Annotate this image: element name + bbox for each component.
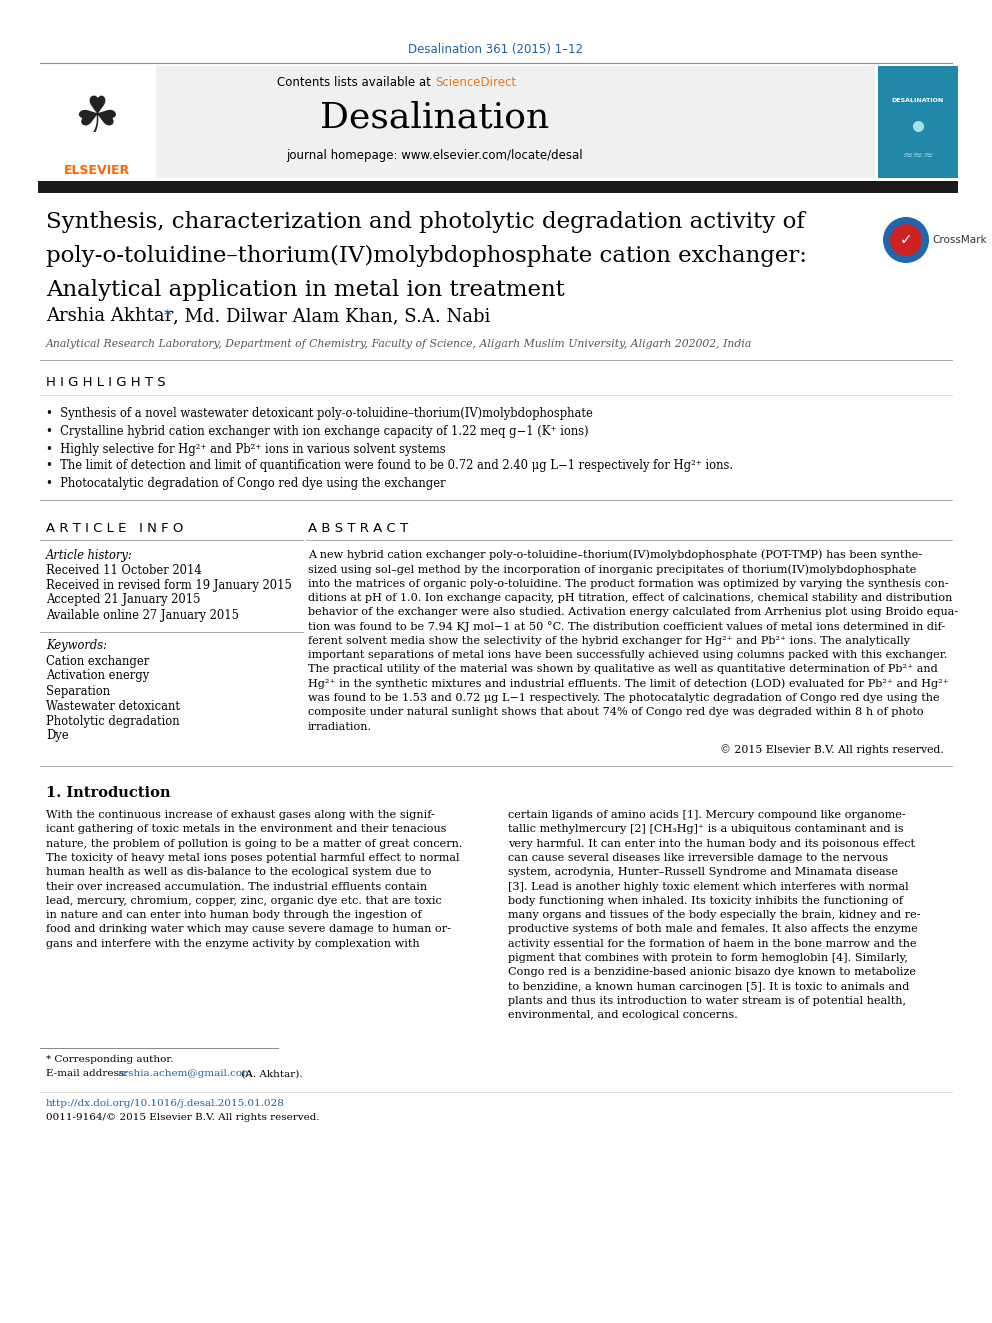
Text: Arshia Akhtar: Arshia Akhtar: [46, 307, 179, 325]
Text: irradiation.: irradiation.: [308, 721, 372, 732]
Text: , Md. Dilwar Alam Khan, S.A. Nabi: , Md. Dilwar Alam Khan, S.A. Nabi: [173, 307, 490, 325]
Text: A new hybrid cation exchanger poly-o-toluidine–thorium(IV)molybdophosphate (POT-: A new hybrid cation exchanger poly-o-tol…: [308, 550, 923, 560]
Text: Dye: Dye: [46, 729, 68, 742]
Text: environmental, and ecological concerns.: environmental, and ecological concerns.: [508, 1011, 738, 1020]
Text: H I G H L I G H T S: H I G H L I G H T S: [46, 376, 166, 389]
Text: Separation: Separation: [46, 684, 110, 697]
Text: tallic methylmercury [2] [CH₃Hg]⁺ is a ubiquitous contaminant and is: tallic methylmercury [2] [CH₃Hg]⁺ is a u…: [508, 824, 904, 835]
Text: very harmful. It can enter into the human body and its poisonous effect: very harmful. It can enter into the huma…: [508, 839, 915, 848]
Text: Received in revised form 19 January 2015: Received in revised form 19 January 2015: [46, 578, 292, 591]
Text: gans and interfere with the enzyme activity by complexation with: gans and interfere with the enzyme activ…: [46, 939, 420, 949]
Text: important separations of metal ions have been successfully achieved using column: important separations of metal ions have…: [308, 650, 947, 660]
Text: •  Synthesis of a novel wastewater detoxicant poly-o-toluidine–thorium(IV)molybd: • Synthesis of a novel wastewater detoxi…: [46, 407, 593, 421]
Text: Accepted 21 January 2015: Accepted 21 January 2015: [46, 594, 200, 606]
Text: CrossMark: CrossMark: [932, 235, 987, 245]
Text: human health as well as dis-balance to the ecological system due to: human health as well as dis-balance to t…: [46, 867, 432, 877]
Text: Article history:: Article history:: [46, 549, 133, 561]
Text: (A. Akhtar).: (A. Akhtar).: [238, 1069, 303, 1078]
Text: *: *: [164, 310, 172, 323]
Text: activity essential for the formation of haem in the bone marrow and the: activity essential for the formation of …: [508, 939, 917, 949]
Text: The practical utility of the material was shown by qualitative as well as quanti: The practical utility of the material wa…: [308, 664, 937, 675]
Text: ferent solvent media show the selectivity of the hybrid exchanger for Hg²⁺ and P: ferent solvent media show the selectivit…: [308, 636, 910, 646]
Text: Activation energy: Activation energy: [46, 669, 149, 683]
Text: Photolytic degradation: Photolytic degradation: [46, 714, 180, 728]
Text: 0011-9164/© 2015 Elsevier B.V. All rights reserved.: 0011-9164/© 2015 Elsevier B.V. All right…: [46, 1114, 319, 1122]
Circle shape: [890, 224, 922, 255]
Text: ≈≈≈: ≈≈≈: [903, 148, 933, 161]
Text: pigment that combines with protein to form hemoglobin [4]. Similarly,: pigment that combines with protein to fo…: [508, 953, 908, 963]
Text: 1. Introduction: 1. Introduction: [46, 786, 171, 800]
Text: © 2015 Elsevier B.V. All rights reserved.: © 2015 Elsevier B.V. All rights reserved…: [720, 745, 944, 755]
Text: With the continuous increase of exhaust gases along with the signif-: With the continuous increase of exhaust …: [46, 810, 434, 820]
Text: sized using sol–gel method by the incorporation of inorganic precipitates of tho: sized using sol–gel method by the incorp…: [308, 564, 917, 574]
Text: [3]. Lead is another highly toxic element which interferes with normal: [3]. Lead is another highly toxic elemen…: [508, 881, 909, 892]
Text: arshia.achem@gmail.com: arshia.achem@gmail.com: [118, 1069, 253, 1078]
Text: Received 11 October 2014: Received 11 October 2014: [46, 564, 201, 577]
Text: can cause several diseases like irreversible damage to the nervous: can cause several diseases like irrevers…: [508, 853, 888, 863]
Text: ✓: ✓: [900, 233, 913, 247]
Text: Analytical Research Laboratory, Department of Chemistry, Faculty of Science, Ali: Analytical Research Laboratory, Departme…: [46, 339, 752, 349]
Text: poly-o-toluidine–thorium(IV)molybdophosphate cation exchanger:: poly-o-toluidine–thorium(IV)molybdophosp…: [46, 245, 807, 267]
Text: Keywords:: Keywords:: [46, 639, 107, 652]
Circle shape: [883, 217, 929, 263]
Text: ☘: ☘: [74, 94, 119, 142]
Text: E-mail address:: E-mail address:: [46, 1069, 131, 1078]
Text: Cation exchanger: Cation exchanger: [46, 655, 149, 668]
FancyBboxPatch shape: [878, 66, 958, 179]
Text: journal homepage: www.elsevier.com/locate/desal: journal homepage: www.elsevier.com/locat…: [287, 149, 583, 163]
Text: in nature and can enter into human body through the ingestion of: in nature and can enter into human body …: [46, 910, 422, 919]
FancyBboxPatch shape: [38, 66, 156, 179]
Text: many organs and tissues of the body especially the brain, kidney and re-: many organs and tissues of the body espe…: [508, 910, 921, 919]
Text: DESALINATION: DESALINATION: [892, 98, 944, 102]
Text: Contents lists available at: Contents lists available at: [278, 77, 435, 90]
Text: tion was found to be 7.94 KJ mol−1 at 50 °C. The distribution coefficient values: tion was found to be 7.94 KJ mol−1 at 50…: [308, 620, 945, 632]
Text: system, acrodynia, Hunter–Russell Syndrome and Minamata disease: system, acrodynia, Hunter–Russell Syndro…: [508, 867, 898, 877]
FancyBboxPatch shape: [38, 181, 958, 193]
Text: The toxicity of heavy metal ions poses potential harmful effect to normal: The toxicity of heavy metal ions poses p…: [46, 853, 459, 863]
Text: Hg²⁺ in the synthetic mixtures and industrial effluents. The limit of detection : Hg²⁺ in the synthetic mixtures and indus…: [308, 679, 948, 689]
Text: body functioning when inhaled. Its toxicity inhibits the functioning of: body functioning when inhaled. Its toxic…: [508, 896, 903, 906]
Text: •  Crystalline hybrid cation exchanger with ion exchange capacity of 1.22 meq g−: • Crystalline hybrid cation exchanger wi…: [46, 426, 588, 438]
Text: plants and thus its introduction to water stream is of potential health,: plants and thus its introduction to wate…: [508, 996, 906, 1005]
Text: ScienceDirect: ScienceDirect: [435, 77, 516, 90]
Text: composite under natural sunlight shows that about 74% of Congo red dye was degra: composite under natural sunlight shows t…: [308, 708, 924, 717]
Text: A B S T R A C T: A B S T R A C T: [308, 521, 408, 534]
Text: behavior of the exchanger were also studied. Activation energy calculated from A: behavior of the exchanger were also stud…: [308, 607, 958, 618]
Text: Analytical application in metal ion treatment: Analytical application in metal ion trea…: [46, 279, 564, 302]
Text: food and drinking water which may cause severe damage to human or-: food and drinking water which may cause …: [46, 925, 451, 934]
Text: their over increased accumulation. The industrial effluents contain: their over increased accumulation. The i…: [46, 881, 428, 892]
Text: to benzidine, a known human carcinogen [5]. It is toxic to animals and: to benzidine, a known human carcinogen […: [508, 982, 910, 992]
Text: Synthesis, characterization and photolytic degradation activity of: Synthesis, characterization and photolyt…: [46, 210, 805, 233]
Text: •  The limit of detection and limit of quantification were found to be 0.72 and : • The limit of detection and limit of qu…: [46, 459, 733, 472]
Text: nature, the problem of pollution is going to be a matter of great concern.: nature, the problem of pollution is goin…: [46, 839, 462, 848]
Text: ditions at pH of 1.0. Ion exchange capacity, pH titration, effect of calcination: ditions at pH of 1.0. Ion exchange capac…: [308, 593, 952, 603]
Text: •  Highly selective for Hg²⁺ and Pb²⁺ ions in various solvent systems: • Highly selective for Hg²⁺ and Pb²⁺ ion…: [46, 443, 445, 456]
Text: Available online 27 January 2015: Available online 27 January 2015: [46, 609, 239, 622]
Text: Wastewater detoxicant: Wastewater detoxicant: [46, 700, 180, 713]
Text: icant gathering of toxic metals in the environment and their tenacious: icant gathering of toxic metals in the e…: [46, 824, 446, 835]
Text: productive systems of both male and females. It also affects the enzyme: productive systems of both male and fema…: [508, 925, 918, 934]
Text: certain ligands of amino acids [1]. Mercury compound like organome-: certain ligands of amino acids [1]. Merc…: [508, 810, 906, 820]
Text: Desalination 361 (2015) 1–12: Desalination 361 (2015) 1–12: [409, 44, 583, 57]
Text: ELSEVIER: ELSEVIER: [63, 164, 130, 176]
Text: http://dx.doi.org/10.1016/j.desal.2015.01.028: http://dx.doi.org/10.1016/j.desal.2015.0…: [46, 1099, 285, 1109]
Text: Congo red is a benzidine-based anionic bisazo dye known to metabolize: Congo red is a benzidine-based anionic b…: [508, 967, 916, 978]
Text: Desalination: Desalination: [320, 101, 550, 135]
FancyBboxPatch shape: [75, 66, 875, 179]
Text: A R T I C L E   I N F O: A R T I C L E I N F O: [46, 521, 184, 534]
Text: lead, mercury, chromium, copper, zinc, organic dye etc. that are toxic: lead, mercury, chromium, copper, zinc, o…: [46, 896, 441, 906]
Text: * Corresponding author.: * Corresponding author.: [46, 1056, 174, 1065]
Text: into the matrices of organic poly-o-toluidine. The product formation was optimiz: into the matrices of organic poly-o-tolu…: [308, 578, 948, 589]
Text: was found to be 1.53 and 0.72 μg L−1 respectively. The photocatalytic degradatio: was found to be 1.53 and 0.72 μg L−1 res…: [308, 693, 939, 703]
Text: •  Photocatalytic degradation of Congo red dye using the exchanger: • Photocatalytic degradation of Congo re…: [46, 478, 445, 491]
Text: •: •: [907, 111, 930, 149]
